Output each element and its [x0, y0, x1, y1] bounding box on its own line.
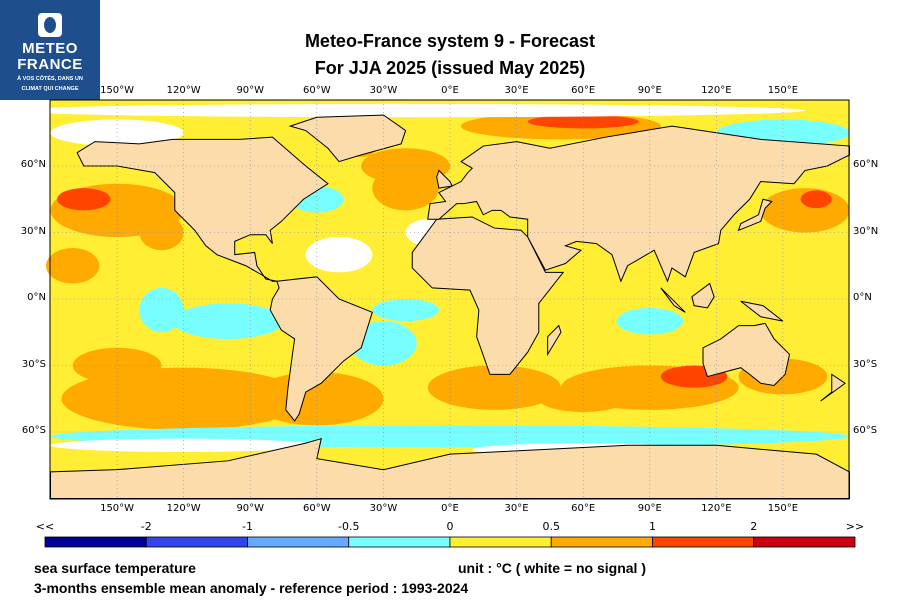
colorbar-swatch	[247, 536, 350, 548]
landmass-sumatra	[660, 287, 686, 313]
lon-label-bottom: 150°W	[100, 503, 135, 514]
lat-label-right: 60°N	[853, 159, 879, 170]
colorbar-swatch	[753, 536, 856, 548]
anomaly-patch	[616, 307, 684, 335]
lon-label-bottom: 0°E	[441, 503, 459, 514]
colorbar-tick-label: >>	[845, 520, 865, 533]
lat-label-right: 30°N	[853, 225, 879, 237]
colorbar-swatch	[652, 536, 755, 548]
colorbar-tick-label: 1	[649, 520, 656, 533]
logo-tagline-1: À VOS CÔTÉS, DANS UN	[17, 76, 83, 82]
lon-label-bottom: 60°W	[303, 503, 331, 514]
landmass-great-britain	[436, 169, 453, 189]
landmass-north-america	[76, 136, 329, 282]
colorbar-tick-label: <<	[35, 520, 55, 533]
lat-label-right: 0°N	[853, 292, 872, 303]
lon-label-bottom: 30°E	[504, 503, 529, 514]
lat-label-left: 60°N	[20, 159, 46, 170]
landmass-borneo	[691, 282, 715, 309]
landmass-south-america	[269, 276, 373, 422]
landmass-new-guinea	[740, 300, 784, 322]
colorbar-tick-label: 0.5	[542, 520, 561, 533]
colorbar-tick-label: -0.5	[338, 520, 360, 533]
anomaly-patch	[372, 298, 439, 322]
anomaly-patch	[527, 115, 639, 129]
anomaly-patch	[350, 321, 417, 366]
lon-label-top: 120°W	[166, 85, 201, 96]
lon-label-top: 30°W	[369, 85, 398, 96]
lon-label-bottom: 60°E	[571, 503, 596, 514]
anomaly-patch	[72, 347, 162, 384]
lon-label-top: 150°W	[100, 85, 135, 96]
title-line-2: For JJA 2025 (issued May 2025)	[314, 58, 586, 78]
meteo-france-logo: METEO FRANCE À VOS CÔTÉS, DANS UN CLIMAT…	[0, 0, 100, 100]
colorbar-tick-label: 2	[750, 520, 758, 533]
anomaly-patch	[46, 247, 100, 284]
lon-label-bottom: 90°W	[236, 503, 265, 514]
colorbar-swatch	[449, 536, 552, 548]
landmass-new-zealand	[820, 373, 846, 402]
colorbar-swatch	[44, 536, 147, 548]
lon-label-top: 60°W	[303, 85, 331, 96]
map-frame	[49, 99, 850, 500]
description-label: 3-months ensemble mean anomaly - referen…	[34, 580, 469, 596]
lat-label-left: 0°N	[27, 292, 46, 303]
lat-label-right: 30°S	[853, 358, 878, 370]
landmass-japan	[737, 198, 773, 232]
landmass-eurasia	[427, 125, 850, 283]
lon-label-bottom: 120°W	[166, 503, 201, 514]
colorbar-tick-label: 0	[446, 520, 454, 533]
anomaly-patch	[305, 236, 373, 273]
anomaly-patch	[538, 385, 628, 413]
lon-label-bottom: 120°E	[701, 503, 732, 514]
colorbar-swatch	[145, 536, 248, 548]
lon-label-top: 90°E	[637, 85, 662, 96]
anomaly-patch	[57, 188, 111, 211]
lon-label-top: 60°E	[571, 85, 596, 96]
unit-label: unit : °C ( white = no signal )	[458, 560, 646, 576]
lon-label-top: 90°W	[236, 85, 265, 96]
logo-text-france: FRANCE	[17, 56, 83, 73]
colorbar-tick-label: -1	[242, 520, 253, 533]
lon-label-top: 30°E	[504, 85, 529, 96]
colorbar-swatch	[550, 536, 653, 548]
lat-label-left: 30°N	[20, 225, 46, 237]
anomaly-patch	[250, 372, 384, 426]
lon-label-bottom: 90°E	[637, 503, 662, 514]
anomaly-patch	[172, 303, 284, 339]
title-line-1: Meteo-France system 9 - Forecast	[304, 31, 596, 51]
colorbar-swatch	[348, 536, 451, 548]
colorbar-tick-label: -2	[140, 520, 152, 533]
landmass-madagascar	[547, 324, 562, 357]
variable-label: sea surface temperature	[34, 560, 196, 576]
landmass-australia	[702, 322, 791, 386]
anomaly-patch	[427, 365, 561, 410]
anomaly-patch	[800, 190, 832, 209]
anomaly-patch	[361, 148, 451, 184]
logo-tagline-2: CLIMAT QUI CHANGE	[21, 86, 79, 92]
landmass-greenland	[288, 114, 407, 163]
lat-label-right: 60°S	[853, 425, 878, 436]
lon-label-bottom: 150°E	[767, 503, 799, 514]
logo-text-meteo: METEO	[22, 40, 78, 57]
lon-label-top: 120°E	[701, 85, 732, 96]
anomaly-patch	[61, 367, 306, 430]
anomaly-patch	[139, 287, 184, 333]
lat-label-left: 30°S	[21, 358, 46, 370]
logo-icon	[38, 13, 62, 37]
anomaly-patch	[139, 214, 184, 251]
lon-label-top: 150°E	[767, 85, 799, 96]
anomaly-patch	[6, 103, 806, 118]
lon-label-top: 0°E	[441, 85, 459, 96]
lon-label-bottom: 30°W	[369, 503, 398, 514]
lat-label-left: 60°S	[21, 425, 46, 436]
